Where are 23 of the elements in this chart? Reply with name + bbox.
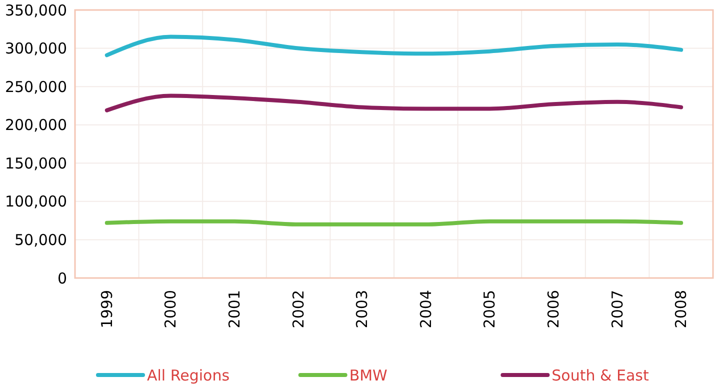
y-tick-label: 50,000 (14, 230, 67, 249)
y-tick-label: 200,000 (4, 116, 67, 134)
x-tick-label: 2008 (672, 290, 690, 328)
x-tick-label: 2007 (608, 290, 626, 328)
x-tick-label: 2006 (544, 290, 562, 328)
line-series (104, 94, 684, 112)
y-tick-label: 150,000 (4, 154, 67, 172)
x-tick-label: 2002 (289, 290, 308, 328)
x-tick-label: 2004 (416, 290, 435, 328)
y-tick-label: 300,000 (4, 40, 67, 58)
y-tick-label: 0 (57, 269, 67, 288)
x-tick-label: 2005 (480, 290, 499, 328)
x-tick-label: 1999 (98, 290, 116, 328)
x-tick-label: 2003 (353, 290, 372, 328)
x-tick-label: 2001 (226, 290, 244, 328)
y-tick-label: 100,000 (4, 192, 67, 211)
y-tick-label: 350,000 (4, 1, 67, 20)
legend-label: BMW (349, 366, 388, 384)
x-tick-label: 2000 (162, 290, 180, 328)
y-tick-label: 250,000 (4, 78, 67, 96)
legend-label: South & East (552, 366, 649, 384)
line-series (104, 34, 684, 58)
legend-label: All Regions (147, 366, 230, 384)
